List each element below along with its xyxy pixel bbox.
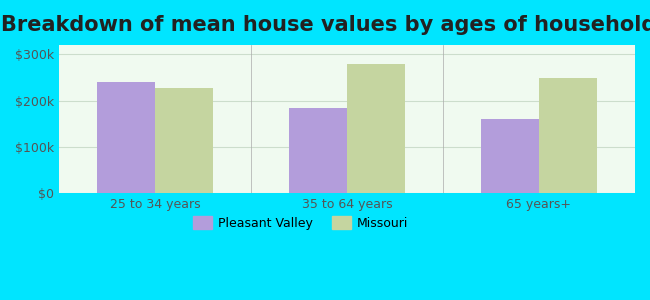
- Title: Breakdown of mean house values by ages of householders: Breakdown of mean house values by ages o…: [1, 15, 650, 35]
- Bar: [155, 88, 213, 193]
- Bar: [289, 107, 347, 193]
- Bar: [539, 78, 597, 193]
- Bar: [98, 82, 155, 193]
- Legend: Pleasant Valley, Missouri: Pleasant Valley, Missouri: [188, 211, 413, 235]
- Bar: [482, 119, 539, 193]
- Bar: [347, 64, 404, 193]
